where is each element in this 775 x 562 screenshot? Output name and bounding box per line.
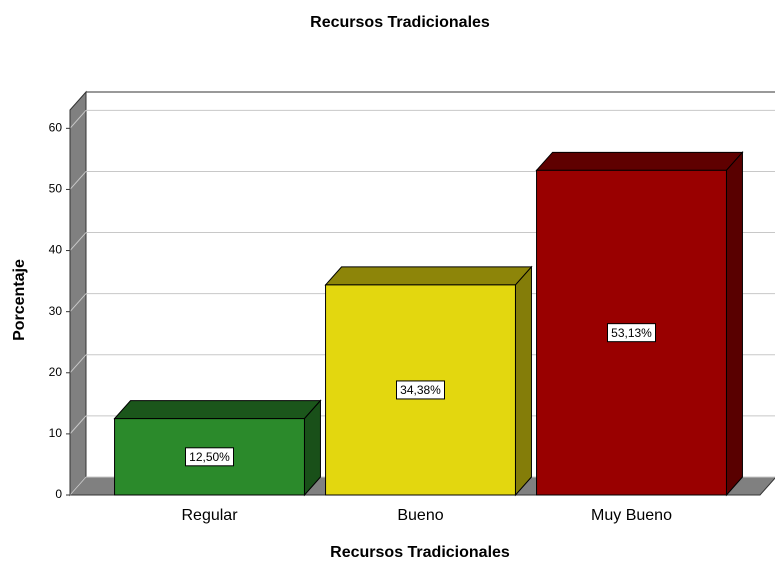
grid-line — [69, 415, 87, 435]
y-tick-label: 50 — [49, 182, 63, 196]
y-tick-label: 10 — [49, 426, 63, 440]
grid-line — [69, 171, 87, 190]
x-axis-title: Recursos Tradicionales — [330, 544, 510, 561]
bar-top — [535, 151, 744, 171]
x-tick-label: Muy Bueno — [591, 507, 672, 524]
bar-top — [113, 400, 322, 420]
x-tick-label: Regular — [181, 507, 238, 524]
value-label: 12,50% — [189, 450, 230, 464]
bar-side — [725, 151, 743, 497]
y-tick-label: 20 — [49, 365, 63, 379]
y-tick-label: 30 — [49, 304, 63, 318]
left-wall — [69, 90, 87, 497]
value-label: 53,13% — [611, 326, 652, 340]
bar — [536, 169, 727, 496]
value-label-box — [607, 323, 656, 343]
chart-title: Recursos Tradicionales — [310, 14, 490, 31]
value-label-box — [185, 447, 234, 467]
y-axis-title: Porcentaje — [11, 259, 28, 341]
grid-line — [69, 110, 87, 129]
grid-line — [69, 476, 87, 496]
grid-line — [69, 232, 87, 251]
bar-top — [324, 266, 533, 286]
value-label-box — [396, 380, 445, 400]
y-tick-label: 60 — [49, 121, 63, 135]
x-tick-label: Bueno — [397, 507, 443, 524]
y-tick-label: 0 — [55, 487, 62, 501]
value-label: 34,38% — [400, 383, 441, 397]
grid-line — [69, 293, 87, 312]
y-tick-label: 40 — [49, 243, 63, 257]
grid-line — [69, 354, 87, 374]
bar-side — [514, 265, 532, 497]
